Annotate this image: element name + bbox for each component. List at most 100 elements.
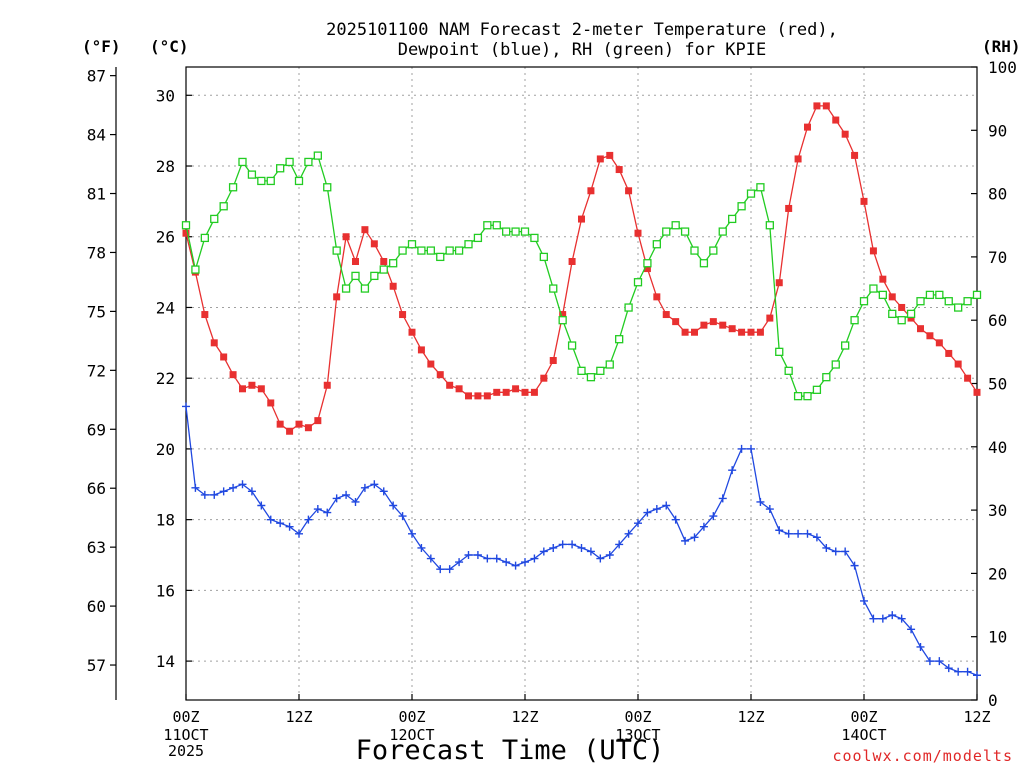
data-point: [615, 166, 623, 174]
data-point: [521, 388, 529, 396]
chart-title-line1: 2025101100 NAM Forecast 2-meter Temperat…: [326, 20, 838, 40]
data-point: [851, 151, 859, 159]
data-point: [332, 246, 341, 255]
data-point: [954, 303, 963, 312]
data-point: [530, 388, 538, 396]
data-point: [304, 515, 313, 524]
data-point: [963, 297, 972, 306]
celsius-tick-label: 18: [156, 511, 175, 530]
celsius-tick-label: 28: [156, 157, 175, 176]
data-point: [906, 309, 916, 319]
data-point: [709, 318, 717, 326]
data-point: [869, 614, 878, 623]
data-point: [567, 341, 577, 350]
data-point: [813, 102, 821, 110]
data-point: [351, 497, 360, 506]
x-tick-date: 12OCT: [389, 726, 434, 744]
fahrenheit-tick-label: 87: [87, 67, 106, 86]
data-point: [341, 284, 351, 293]
x-tick-year: 2025: [168, 742, 204, 760]
x-tick-label: 00Z: [398, 708, 425, 726]
rh-tick-label: 100: [988, 58, 1017, 77]
fahrenheit-tick-label: 75: [87, 302, 106, 321]
data-point: [680, 227, 690, 236]
data-point: [352, 257, 359, 265]
data-point: [370, 480, 379, 489]
data-point: [728, 214, 737, 224]
data-point: [295, 420, 303, 428]
rh-tick-label: 40: [988, 438, 1007, 457]
data-point: [229, 371, 237, 379]
data-point: [558, 316, 567, 325]
data-point: [313, 151, 322, 160]
data-point: [672, 318, 680, 326]
data-point: [625, 187, 633, 195]
data-point: [200, 490, 209, 499]
data-point: [888, 293, 896, 301]
x-tick-label: 12Z: [737, 708, 764, 726]
data-point: [201, 311, 209, 319]
data-point: [361, 226, 369, 234]
fahrenheit-tick-label: 69: [87, 420, 106, 439]
data-point: [662, 227, 671, 236]
celsius-unit-label: (°C): [150, 37, 189, 56]
data-point: [822, 102, 830, 110]
data-point: [643, 508, 652, 517]
data-point: [784, 529, 793, 538]
data-point: [718, 494, 727, 503]
data-point: [577, 543, 586, 552]
rh-tick-label: 50: [988, 375, 1007, 394]
data-point: [379, 265, 388, 274]
data-point: [370, 271, 379, 281]
data-point: [219, 487, 228, 496]
data-point: [954, 667, 963, 676]
data-point: [247, 487, 256, 496]
data-point: [333, 293, 341, 301]
celsius-tick-label: 22: [156, 369, 175, 388]
data-point: [407, 240, 417, 249]
data-point: [596, 155, 604, 163]
data-point: [803, 392, 812, 401]
data-point: [182, 229, 190, 237]
fahrenheit-tick-label: 84: [87, 126, 106, 145]
data-point: [210, 490, 219, 499]
data-point: [502, 558, 511, 567]
data-point: [859, 297, 869, 306]
data-point: [690, 533, 699, 542]
data-point: [238, 480, 247, 489]
rh-tick-label: 70: [988, 248, 1007, 267]
data-point: [445, 565, 454, 574]
data-point: [756, 328, 764, 336]
data-point: [699, 522, 708, 531]
data-point: [766, 314, 774, 322]
data-point: [474, 392, 482, 400]
series-layer: [181, 102, 982, 680]
data-point: [577, 366, 586, 375]
x-tick-date: 11OCT: [163, 726, 208, 744]
celsius-tick-label: 14: [156, 652, 175, 671]
data-point: [671, 515, 680, 524]
data-point: [850, 561, 859, 570]
data-point: [841, 130, 849, 138]
fahrenheit-tick-label: 72: [87, 361, 106, 380]
data-point: [775, 279, 783, 287]
data-point: [549, 543, 558, 552]
data-point: [294, 176, 304, 186]
data-point: [483, 554, 492, 563]
data-point: [427, 360, 435, 368]
data-point: [578, 215, 585, 223]
data-point: [492, 221, 501, 230]
celsius-tick-label: 20: [156, 440, 175, 459]
data-point: [633, 278, 643, 287]
data-point: [285, 522, 294, 531]
data-point: [746, 189, 756, 198]
data-point: [549, 284, 558, 293]
data-point: [794, 155, 802, 163]
data-point: [398, 512, 407, 521]
data-point: [454, 246, 464, 255]
data-point: [634, 229, 642, 237]
data-point: [446, 381, 454, 389]
data-point: [512, 385, 520, 393]
data-point: [860, 197, 868, 205]
